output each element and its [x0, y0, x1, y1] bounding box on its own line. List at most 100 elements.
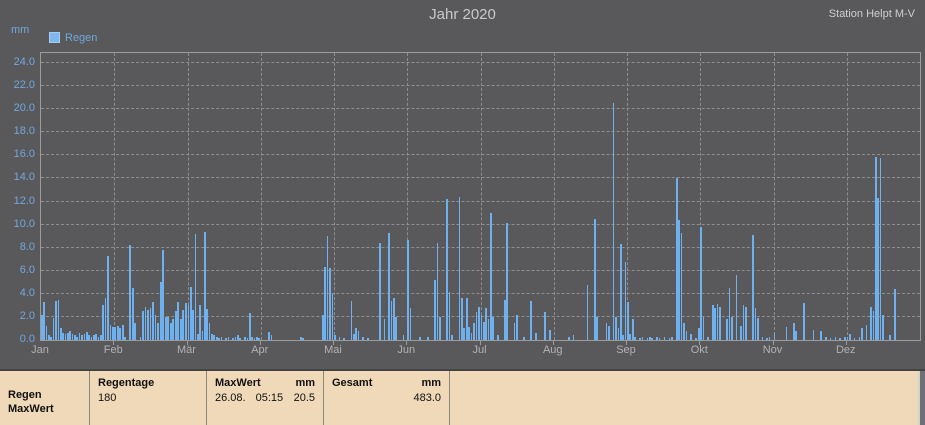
- rain-bar: [232, 337, 235, 340]
- gesamt-cell: Gesamt mm 483.0: [323, 371, 449, 425]
- rain-bar: [795, 330, 798, 340]
- rain-bar: [234, 336, 237, 340]
- rain-bar: [658, 337, 661, 340]
- rain-bar: [211, 334, 213, 340]
- rain-bar: [478, 306, 480, 340]
- y-tick-label: 24.0: [13, 56, 35, 68]
- rain-bar: [352, 334, 355, 340]
- y-tick-label: 0.0: [19, 333, 35, 345]
- y-axis-unit-label: mm: [11, 24, 30, 36]
- rain-bar: [785, 327, 788, 340]
- rain-bar: [468, 327, 471, 340]
- rain-bar: [844, 336, 847, 340]
- rain-bar: [268, 331, 270, 340]
- rain-bar: [107, 255, 109, 340]
- rain-bar: [208, 322, 211, 340]
- rain-bar: [730, 316, 733, 340]
- rain-bar: [350, 300, 353, 340]
- rain-bar: [52, 318, 55, 340]
- rain-bar: [59, 328, 62, 340]
- rain-bar: [119, 328, 122, 340]
- summary-table: Regen MaxWert Regentage 180 MaxWert mm 2…: [0, 369, 925, 425]
- rain-bar: [395, 316, 398, 340]
- rain-bar: [485, 307, 487, 340]
- rain-bar: [57, 299, 60, 340]
- month-tick: [845, 341, 847, 345]
- y-tick-label: 12.0: [13, 194, 35, 207]
- rain-bar: [641, 336, 644, 340]
- rain-bar: [726, 319, 728, 340]
- gridline-vertical: [553, 53, 555, 340]
- rain-bar: [355, 328, 357, 340]
- rain-bar: [639, 337, 641, 340]
- rain-bar: [83, 334, 86, 340]
- rain-bar: [402, 335, 405, 340]
- month-tick: [333, 341, 334, 345]
- rain-bar: [752, 234, 754, 340]
- rain-bar: [714, 307, 717, 340]
- rain-bar: [678, 219, 680, 340]
- y-tick-label: 14.0: [13, 171, 35, 184]
- rain-bar: [663, 336, 666, 340]
- rain-bar: [81, 335, 83, 340]
- rain-bar: [624, 261, 627, 340]
- y-tick-label: 6.0: [19, 263, 35, 276]
- rain-bar: [513, 322, 516, 340]
- rain-bar: [865, 325, 868, 340]
- series-row-label: Regen: [8, 389, 42, 401]
- rain-bar: [824, 336, 827, 340]
- y-tick-label: 2.0: [19, 309, 35, 322]
- rain-bar: [648, 336, 651, 340]
- rain-bar: [497, 335, 499, 340]
- rain-bar: [218, 337, 220, 340]
- rain-bar: [134, 322, 137, 340]
- rain-bar: [515, 314, 518, 340]
- rain-bar: [680, 232, 683, 340]
- rain-bar: [187, 305, 190, 340]
- rain-bar: [487, 319, 490, 340]
- rain-bar: [225, 337, 227, 340]
- month-label: Sep: [616, 344, 636, 356]
- rain-bar: [215, 336, 218, 340]
- rain-bar: [719, 306, 721, 340]
- legend-color-swatch: [49, 32, 60, 44]
- rain-bar: [149, 307, 152, 340]
- rain-bar: [196, 334, 199, 340]
- maxwert-header: MaxWert: [215, 377, 261, 389]
- rain-bar: [199, 305, 201, 340]
- rain-bar: [109, 325, 112, 340]
- rain-bar: [184, 303, 187, 340]
- rain-bar: [728, 288, 731, 340]
- rain-bar: [69, 330, 71, 340]
- rain-bar: [695, 337, 698, 340]
- rain-bar: [378, 243, 381, 340]
- gridline-vertical: [846, 53, 848, 340]
- rain-bar: [206, 308, 209, 340]
- rain-bar: [192, 310, 194, 340]
- rain-bar: [131, 288, 134, 340]
- rain-bar: [761, 336, 764, 340]
- rain-bar: [90, 336, 93, 340]
- rain-bar: [326, 236, 329, 340]
- maxwert-row-label: MaxWert: [8, 403, 54, 415]
- month-tick: [186, 341, 188, 345]
- rain-bar: [627, 301, 629, 340]
- rain-bar: [768, 336, 771, 340]
- rain-bar: [523, 336, 525, 340]
- rain-bar: [329, 268, 331, 340]
- rain-bar: [434, 279, 436, 340]
- rain-bar: [506, 223, 509, 340]
- rain-bar: [85, 331, 88, 340]
- rain-bar: [697, 328, 700, 340]
- rain-bar: [157, 322, 159, 340]
- month-label: Jan: [31, 344, 49, 356]
- rain-bar: [612, 103, 615, 340]
- rain-bar: [383, 319, 386, 340]
- rain-bar: [586, 284, 589, 340]
- rain-bar: [707, 336, 709, 340]
- rain-bar: [139, 336, 142, 340]
- rain-bar: [159, 282, 162, 340]
- maxwert-unit-label: mm: [295, 377, 315, 389]
- rain-bar: [756, 318, 759, 340]
